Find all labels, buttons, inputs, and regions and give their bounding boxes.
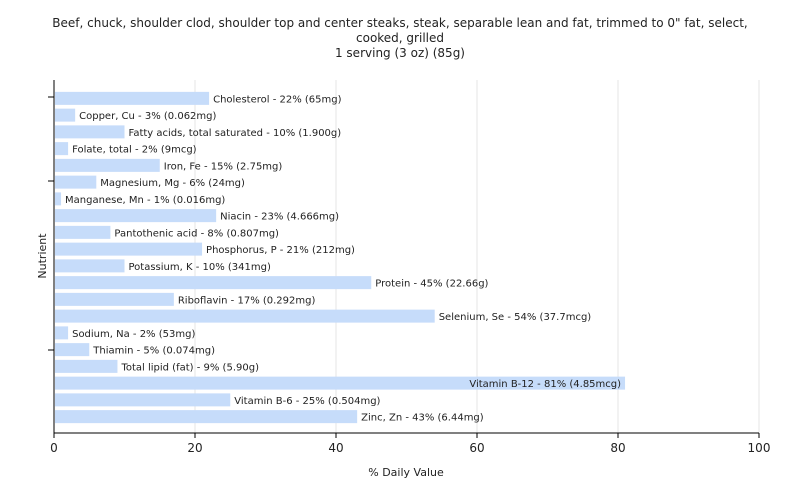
bar-label: Vitamin B-6 - 25% (0.504mg) [234, 396, 380, 407]
bar-label: Selenium, Se - 54% (37.7mcg) [439, 312, 592, 323]
bar-label: Thiamin - 5% (0.074mg) [92, 346, 215, 357]
x-tick-label: 20 [187, 441, 202, 455]
bar-label: Zinc, Zn - 43% (6.44mg) [361, 413, 484, 424]
bar-label: Pantothenic acid - 8% (0.807mg) [114, 228, 279, 239]
bar [55, 259, 125, 273]
bar [55, 359, 118, 373]
bar [55, 142, 69, 156]
chart-title: Beef, chuck, shoulder clod, shoulder top… [52, 16, 747, 60]
x-axis-title: % Daily Value [368, 466, 444, 479]
bar [55, 326, 69, 340]
bar-label: Fatty acids, total saturated - 10% (1.90… [129, 128, 342, 139]
bar [55, 125, 125, 139]
x-tick-label: 40 [328, 441, 343, 455]
bar-label: Total lipid (fat) - 9% (5.90g) [120, 362, 259, 373]
plot-area [54, 80, 759, 433]
bar-label: Manganese, Mn - 1% (0.016mg) [65, 195, 225, 206]
bar [55, 209, 217, 223]
bar [55, 242, 203, 256]
bar-label: Phosphorus, P - 21% (212mg) [206, 245, 355, 256]
chart-title-line: Beef, chuck, shoulder clod, shoulder top… [52, 16, 747, 30]
bar-label: Riboflavin - 17% (0.292mg) [178, 295, 316, 306]
x-tick-label: 80 [610, 441, 625, 455]
bar [55, 343, 90, 357]
bar-label: Niacin - 23% (4.666mg) [220, 212, 339, 223]
bar-label: Potassium, K - 10% (341mg) [129, 262, 271, 273]
x-tick-label: 60 [469, 441, 484, 455]
x-tick-label: 0 [50, 441, 58, 455]
bar [55, 91, 210, 105]
bar-label: Iron, Fe - 15% (2.75mg) [164, 161, 283, 172]
bar-label: Magnesium, Mg - 6% (24mg) [100, 178, 245, 189]
bar [55, 108, 76, 122]
bar [55, 376, 626, 390]
bar-label: Protein - 45% (22.66g) [375, 279, 488, 290]
bar-label: Copper, Cu - 3% (0.062mg) [79, 111, 216, 122]
bar-label: Cholesterol - 22% (65mg) [213, 94, 342, 105]
chart-title-line: cooked, grilled [356, 31, 444, 45]
bar [55, 192, 62, 206]
bar [55, 276, 372, 290]
grid-lines [194, 80, 760, 433]
bar-label: Vitamin B-12 - 81% (4.85mcg) [469, 379, 621, 390]
x-tick-label: 100 [748, 441, 771, 455]
plot-background [54, 80, 759, 433]
bar [55, 175, 97, 189]
bar [55, 410, 358, 424]
bar-label: Folate, total - 2% (9mcg) [72, 145, 197, 156]
bar-label: Sodium, Na - 2% (53mg) [72, 329, 195, 340]
bar [55, 309, 435, 323]
bars: Cholesterol - 22% (65mg) Copper, Cu - 3% … [55, 91, 626, 424]
bar [55, 158, 160, 172]
axes: 0 20 40 60 80 100 [48, 80, 770, 455]
bar [55, 225, 111, 239]
bar [55, 393, 231, 407]
chart-title-line: 1 serving (3 oz) (85g) [335, 46, 465, 60]
y-axis-title: Nutrient [36, 233, 49, 279]
bar [55, 292, 174, 306]
